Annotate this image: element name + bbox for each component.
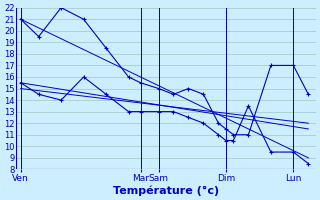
X-axis label: Température (°c): Température (°c) (113, 185, 219, 196)
